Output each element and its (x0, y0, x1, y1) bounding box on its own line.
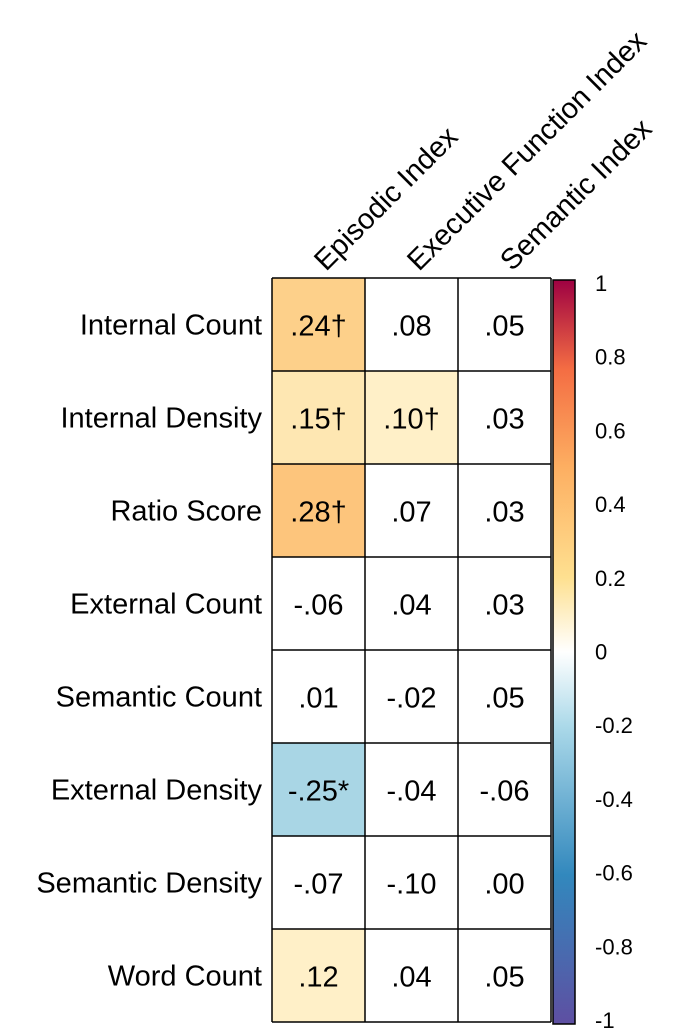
colorbar-tick-label: 1 (595, 271, 607, 296)
heatmap-cells: .24† .08 .05 .15† .10† .03 .28† .07 .03 -.06 .04 .0… (272, 278, 551, 1022)
row-label: Semantic Count (56, 682, 262, 714)
heatmap-cell (458, 650, 551, 743)
colorbar-tick-label: -0.6 (595, 861, 633, 886)
row-label: External Density (51, 775, 263, 807)
cell-value-label: -.06 (480, 776, 530, 808)
colorbar-tick-label: 0.6 (595, 418, 626, 443)
cell-value-label: -.10 (387, 869, 437, 901)
cell-value-label: -.06 (294, 590, 344, 622)
cell-value-label: -.02 (387, 683, 437, 715)
row-label: External Count (70, 589, 262, 621)
row-label: Word Count (108, 961, 262, 993)
row-labels: Internal Count Internal Density Ratio Scor… (36, 310, 262, 993)
heatmap-cell (365, 743, 458, 836)
cell-value-label: .07 (391, 497, 431, 529)
cell-value-label: -.25* (288, 776, 349, 808)
heatmap-cell (458, 836, 551, 929)
cell-value-label: .05 (484, 962, 524, 994)
heatmap-cell (272, 743, 365, 836)
heatmap-grid (271, 277, 552, 1023)
cell-value-label: .04 (391, 962, 431, 994)
row-label: Ratio Score (110, 496, 262, 528)
colorbar-tick-label: -1 (595, 1008, 615, 1033)
cell-value-label: .03 (484, 497, 524, 529)
colorbar-frame (552, 279, 576, 1025)
row-label: Semantic Density (36, 868, 262, 900)
heatmap-cell (458, 557, 551, 650)
heatmap-cell (365, 278, 458, 371)
heatmap-cell (272, 278, 365, 371)
row-label: Internal Density (61, 403, 263, 435)
cell-value-label: .24† (290, 311, 346, 343)
heatmap-cell (365, 371, 458, 464)
heatmap-cell (272, 836, 365, 929)
cell-value-label: .12 (298, 962, 338, 994)
colorbar-tick-label: 0.4 (595, 492, 626, 517)
colorbar-tick-label: -0.8 (595, 934, 633, 959)
row-label: Internal Count (80, 310, 262, 342)
heatmap-cell (458, 929, 551, 1022)
cell-value-label: .10† (383, 404, 439, 436)
heatmap-cell (272, 929, 365, 1022)
heatmap-cell (272, 371, 365, 464)
colorbar-tick-label: 0.2 (595, 566, 626, 591)
colorbar-tick-label: 0 (595, 640, 607, 665)
heatmap-cell (365, 557, 458, 650)
cell-value-label: .08 (391, 311, 431, 343)
heatmap-cell (365, 929, 458, 1022)
heatmap-cell (365, 650, 458, 743)
cell-value-label: -.07 (294, 869, 344, 901)
heatmap-cell (458, 464, 551, 557)
colorbar-gradient (553, 280, 575, 1024)
cell-value-label: .28† (290, 497, 346, 529)
cell-value-label: .05 (484, 311, 524, 343)
cell-value-label: .04 (391, 590, 431, 622)
cell-value-label: .00 (484, 869, 524, 901)
heatmap-cell (272, 557, 365, 650)
heatmap-cell (458, 371, 551, 464)
colorbar-tick-label: -0.4 (595, 787, 633, 812)
heatmap-cell (365, 464, 458, 557)
cell-value-label: .15† (290, 404, 346, 436)
colorbar: 1 0.8 0.6 0.4 0.2 0 -0.2 -0.4 -0.6 -0.8 -1 (552, 271, 633, 1033)
heatmap-cell (458, 743, 551, 836)
heatmap-cell (272, 650, 365, 743)
colorbar-tick-label: 0.8 (595, 345, 626, 370)
cell-value-label: -.04 (387, 776, 437, 808)
cell-value-label: .03 (484, 590, 524, 622)
cell-value-label: .05 (484, 683, 524, 715)
cell-value-label: .01 (298, 683, 338, 715)
colorbar-tick-label: -0.2 (595, 713, 633, 738)
heatmap-cell (365, 836, 458, 929)
cell-value-label: .03 (484, 404, 524, 436)
heatmap-cell (272, 464, 365, 557)
heatmap-cell (458, 278, 551, 371)
